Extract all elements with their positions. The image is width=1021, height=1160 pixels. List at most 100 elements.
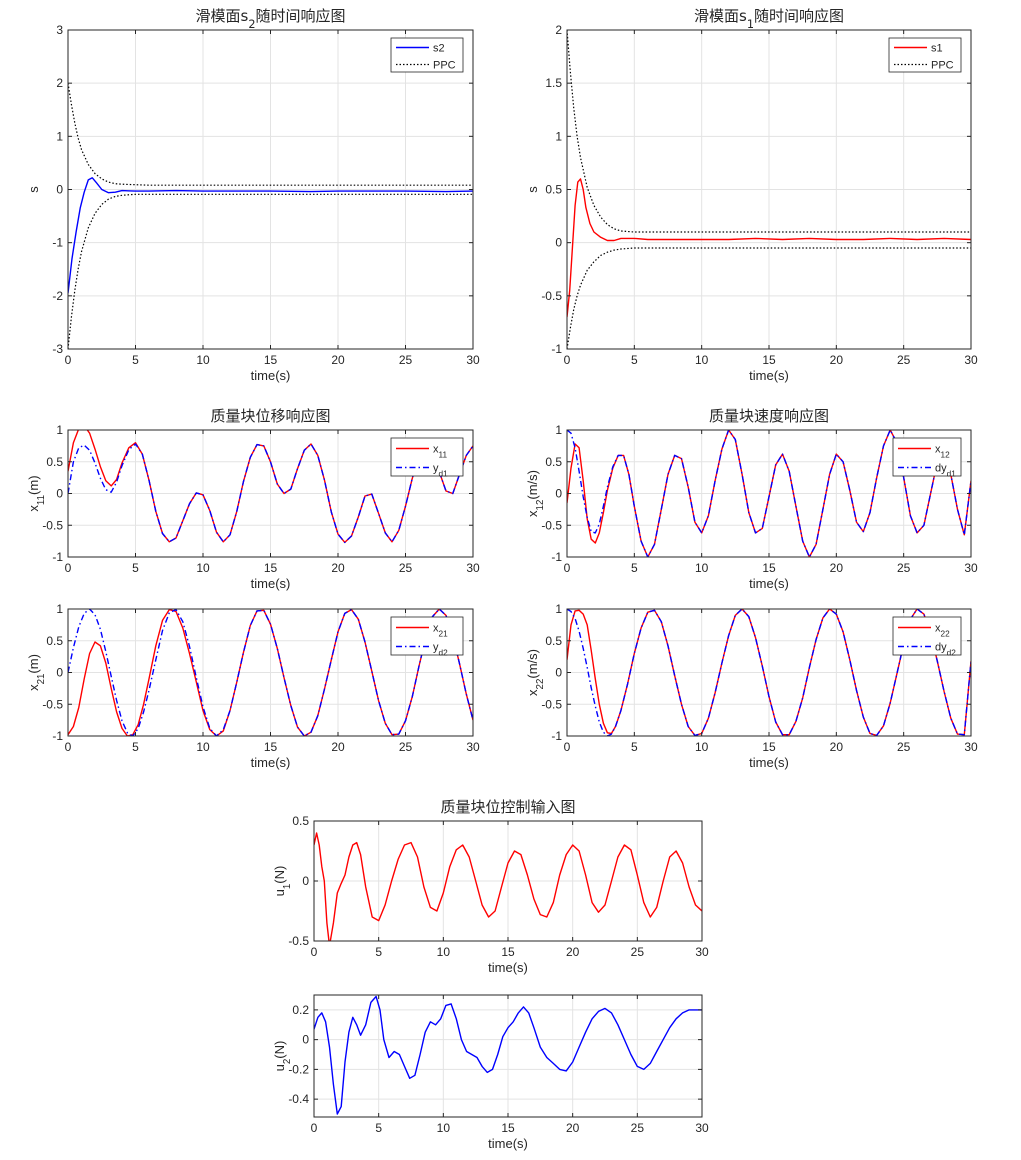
y-axis-label-group: u2(N)	[272, 1041, 293, 1072]
x-tick-label: 25	[631, 945, 645, 959]
y-axis-label-group: s	[26, 186, 41, 193]
legend-label-x12-base: x	[935, 444, 941, 456]
x-tick-label: 20	[331, 353, 345, 367]
legend-label-ppc: PPC	[433, 60, 456, 72]
legend-label-x11: x11	[433, 444, 447, 460]
x-tick-label: 30	[466, 740, 480, 754]
y-axis-label-base: x	[26, 684, 41, 691]
series-ppc-upper-line	[567, 30, 971, 233]
x-tick-label: 20	[830, 740, 844, 754]
legend-label-yd2: yd2	[433, 642, 448, 658]
chart-2: 0 5 10 15 20 25 30-1-0.500.511.52time(s)s滑模面s1…	[525, 7, 978, 383]
x-tick-label: 10	[695, 353, 709, 367]
y-axis-label-post: (N)	[272, 1041, 287, 1059]
y-tick-label: 0	[302, 874, 309, 888]
y-axis-label-sub: 12	[535, 500, 546, 511]
legend-label-s2: s2	[433, 43, 445, 55]
legend-label-x11-base: x	[433, 444, 439, 456]
y-tick-label: -1	[551, 342, 562, 356]
legend-box	[390, 37, 464, 73]
x-tick-label: 15	[762, 740, 776, 754]
legend-label-x12-sub: 12	[941, 450, 951, 459]
x-axis-label: time(s)	[488, 1136, 528, 1151]
x-tick-label: 15	[264, 353, 278, 367]
y-axis-label-post: (m/s)	[525, 470, 540, 500]
y-axis-label-base: x	[525, 689, 540, 696]
x-tick-label: 0	[564, 353, 571, 367]
y-tick-label: -0.2	[288, 1062, 309, 1076]
series-dyd2-line	[567, 609, 971, 736]
legend-label-yd1-sub: d1	[439, 469, 449, 478]
x-tick-label: 25	[897, 740, 911, 754]
legend-label-s1: s1	[931, 43, 943, 55]
legend-label-x12: x12	[935, 444, 950, 460]
chart-title-pre: 滑模面	[694, 7, 739, 25]
x-tick-label: 5	[375, 1121, 382, 1135]
y-axis-label-group: x11(m)	[26, 475, 47, 511]
legend-label-x22: x22	[935, 623, 950, 639]
legend-label-dyd2-sub: d2	[947, 648, 957, 657]
x-tick-label: 20	[566, 1121, 580, 1135]
y-tick-label: -0.5	[42, 697, 63, 711]
x-tick-label: 30	[964, 353, 978, 367]
y-tick-label: -3	[52, 342, 63, 356]
legend: x22 dyd2	[892, 616, 962, 657]
y-tick-label: 0	[555, 487, 562, 501]
y-tick-label: -0.5	[541, 289, 562, 303]
x-tick-label: 15	[762, 561, 776, 575]
x-tick-label: 20	[331, 740, 345, 754]
series-s2-line	[68, 177, 473, 294]
series-ppc-lower-line	[567, 247, 971, 349]
y-axis-label-base: x	[525, 510, 540, 517]
x-tick-label: 20	[331, 561, 345, 575]
series-series-1-line	[314, 832, 702, 941]
x-tick-label: 20	[566, 945, 580, 959]
legend-label-x21: x21	[433, 623, 448, 639]
legend-box	[888, 37, 962, 73]
y-axis-label-group: x22(m/s)	[525, 649, 546, 696]
chart-title: 滑模面s2随时间响应图	[195, 7, 345, 31]
legend-label-dyd1: dyd1	[935, 463, 956, 479]
y-axis-label: x21(m)	[26, 654, 47, 691]
y-axis-label-base: x	[26, 505, 41, 512]
y-tick-label: 1	[56, 602, 63, 616]
legend-box	[892, 616, 962, 656]
y-tick-label: 2	[56, 76, 63, 90]
y-tick-label: 3	[56, 23, 63, 37]
y-axis-label: x22(m/s)	[525, 649, 546, 696]
legend-label-dyd1-sub: d1	[947, 469, 957, 478]
x-tick-label: 20	[830, 353, 844, 367]
y-tick-label: 1	[555, 129, 562, 143]
chart-title-sub: 2	[248, 18, 255, 31]
x-axis-label: time(s)	[251, 576, 291, 591]
y-tick-label: -0.4	[288, 1092, 309, 1106]
y-tick-label: 0.5	[545, 455, 562, 469]
y-tick-label: 0.2	[292, 1003, 309, 1017]
y-axis-label: u2(N)	[272, 1041, 293, 1072]
y-axis-label-sub: 11	[36, 495, 47, 505]
x-tick-label: 25	[897, 353, 911, 367]
legend-box	[892, 437, 962, 477]
y-tick-label: 0	[302, 1033, 309, 1047]
y-axis-label: s	[525, 186, 540, 193]
y-tick-label: -0.5	[541, 697, 562, 711]
chart-3: 0 5 10 15 20 25 30-1-0.500.51time(s)x11(m)质量块位…	[26, 407, 480, 591]
x-tick-label: 10	[196, 740, 210, 754]
x-tick-label: 5	[631, 561, 638, 575]
x-axis-label: time(s)	[749, 755, 789, 770]
x-axis-label: time(s)	[251, 368, 291, 383]
y-axis-label-post: (m/s)	[525, 649, 540, 679]
y-axis-label: x11(m)	[26, 475, 47, 511]
y-axis-label: s	[26, 186, 41, 193]
x-tick-label: 25	[399, 740, 413, 754]
chart-title-base: s	[241, 7, 249, 25]
chart-8: 0 5 10 15 20 25 30 -0.4 -0.2 0 0.2 time(s) u2(N)	[272, 994, 709, 1151]
x-tick-label: 30	[964, 561, 978, 575]
y-tick-label: 1	[555, 423, 562, 437]
legend-label-ppc: PPC	[931, 60, 954, 72]
y-tick-label: -1	[551, 729, 562, 743]
legend-label-x22-base: x	[935, 623, 941, 635]
y-tick-label: 0	[555, 236, 562, 250]
